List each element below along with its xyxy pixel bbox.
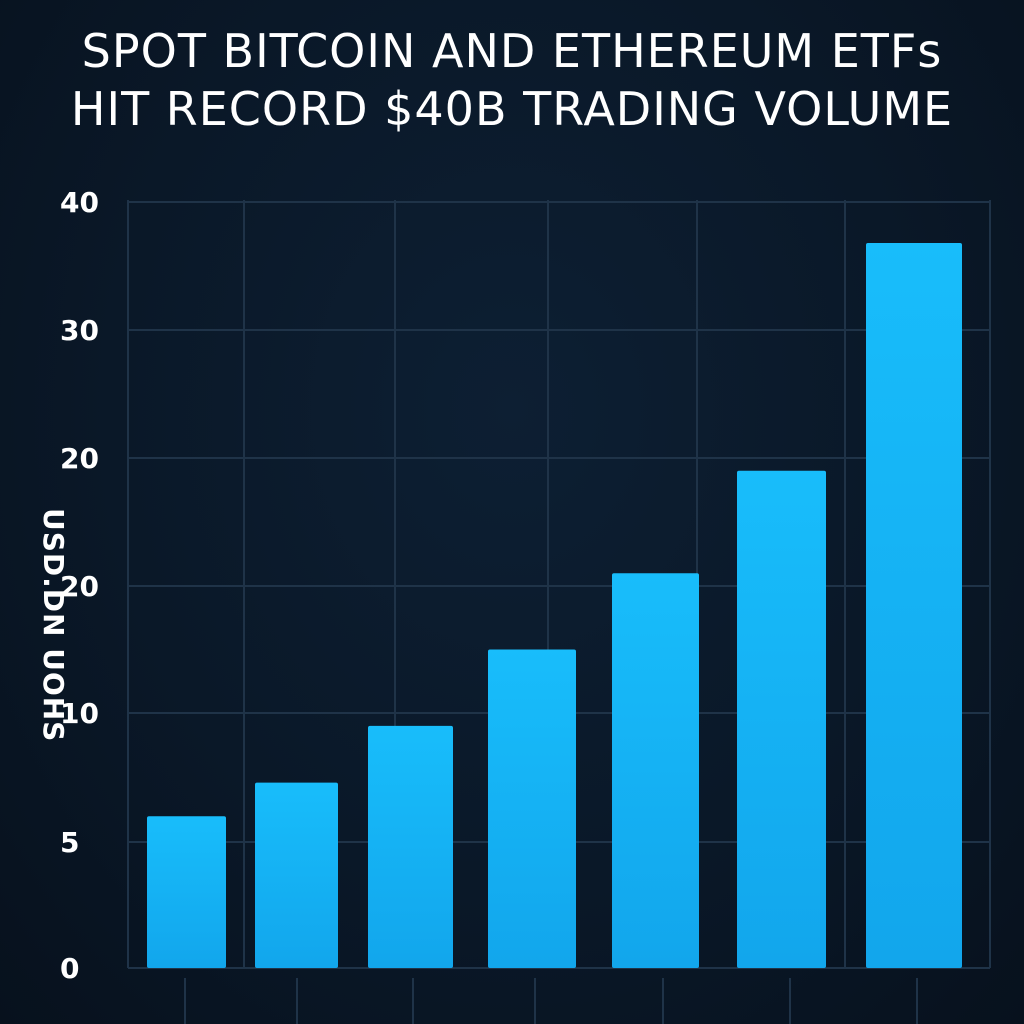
x-tick-marks (184, 978, 918, 1024)
chart-title-line-2: HIT RECORD $40B TRADING VOLUME (70, 82, 954, 136)
chart-title: SPOT BITCOIN AND ETHEREUM ETFs HIT RECOR… (0, 22, 1024, 138)
y-tick-label: 40 (60, 186, 99, 219)
y-tick-label: 0 (60, 952, 79, 985)
y-axis-label: USD.DN UOHS (37, 507, 70, 743)
bar (368, 725, 453, 968)
y-tick-label: 20 (60, 570, 99, 603)
bar (866, 242, 962, 968)
y-tick-label: 5 (60, 826, 79, 859)
y-tick-labels: 0 5 10 20 20 30 40 (60, 186, 99, 985)
bars (147, 242, 962, 968)
bar (255, 782, 338, 968)
y-tick-label: 10 (60, 697, 99, 730)
y-tick-label: 20 (60, 442, 99, 475)
chart-title-line-1: SPOT BITCOIN AND ETHEREUM ETFs (81, 24, 943, 78)
bar (488, 649, 576, 968)
y-tick-label: 30 (60, 314, 99, 347)
bar (737, 470, 826, 968)
bar (612, 573, 699, 968)
bar (147, 816, 226, 968)
